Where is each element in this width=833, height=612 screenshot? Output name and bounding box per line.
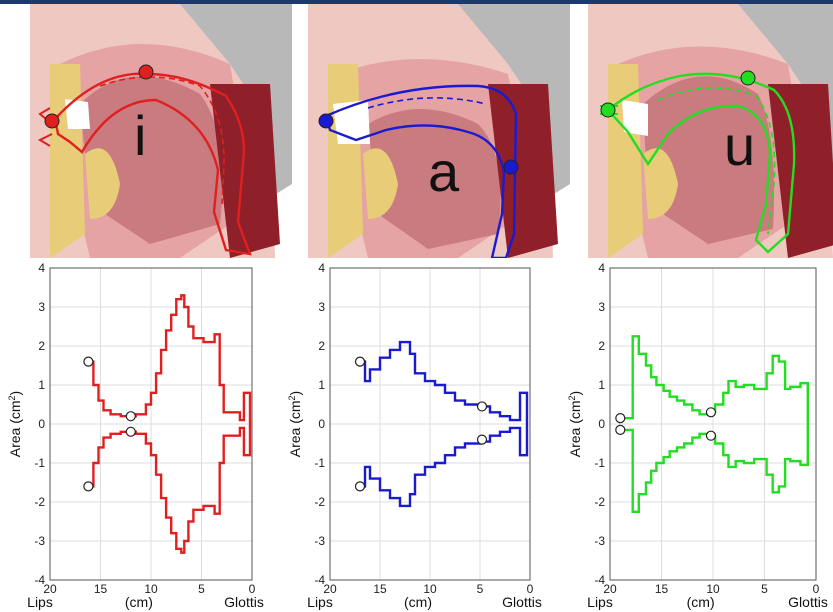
x-tick-label: 15 bbox=[373, 582, 387, 596]
y-tick-label: -1 bbox=[34, 456, 45, 470]
vocal-tract-panel-u: u bbox=[588, 4, 833, 258]
x-tick-label: 20 bbox=[323, 582, 337, 596]
y-tick-label: 0 bbox=[598, 417, 605, 431]
vocal-tract-panel-i: i bbox=[30, 4, 292, 258]
y-tick-label: 3 bbox=[318, 300, 325, 314]
y-tick-label: -2 bbox=[594, 495, 605, 509]
y-tick-label: 4 bbox=[38, 261, 45, 275]
vocal-tract-illustration-u bbox=[588, 4, 833, 258]
plot-frame bbox=[329, 267, 531, 581]
constriction-marker bbox=[615, 424, 626, 435]
y-tick-label: 2 bbox=[598, 339, 605, 353]
glottis-label: Glottis bbox=[224, 594, 264, 610]
y-axis-label: Area (cm2) bbox=[567, 391, 583, 457]
x-tick-label: 0 bbox=[527, 582, 534, 596]
y-tick-label: -1 bbox=[314, 456, 325, 470]
area-series-upper bbox=[360, 340, 529, 424]
constriction-marker bbox=[705, 407, 717, 418]
x-unit-label: (cm) bbox=[404, 594, 432, 610]
constriction-marker bbox=[354, 481, 366, 492]
vocal-tract-illustration-a bbox=[308, 4, 570, 258]
vowel-label-u: u bbox=[724, 114, 756, 177]
constriction-marker bbox=[615, 413, 626, 424]
x-tick-label: 5 bbox=[198, 582, 205, 596]
x-tick-label: 5 bbox=[477, 582, 484, 596]
x-unit-label: (cm) bbox=[125, 594, 153, 610]
lips-label: Lips bbox=[307, 594, 333, 610]
y-tick-label: 4 bbox=[598, 261, 605, 275]
x-tick-label: 20 bbox=[603, 582, 617, 596]
x-tick-label: 0 bbox=[249, 582, 256, 596]
glottis-label: Glottis bbox=[502, 594, 542, 610]
y-tick-label: -3 bbox=[34, 534, 45, 548]
plot-frame bbox=[49, 267, 253, 581]
y-tick-label: 2 bbox=[38, 339, 45, 353]
y-tick-label: -3 bbox=[594, 534, 605, 548]
x-tick-label: 10 bbox=[144, 582, 158, 596]
y-tick-label: -2 bbox=[34, 495, 45, 509]
constriction-marker bbox=[476, 401, 488, 412]
lips-label: Lips bbox=[587, 594, 613, 610]
constriction-marker bbox=[705, 430, 717, 441]
y-tick-label: 0 bbox=[318, 417, 325, 431]
y-tick-label: -4 bbox=[594, 573, 605, 587]
vocal-tract-illustration-i bbox=[30, 4, 292, 258]
y-tick-label: 2 bbox=[318, 339, 325, 353]
y-axis-label: Area (cm2) bbox=[287, 391, 303, 457]
constriction-marker bbox=[83, 481, 94, 492]
x-tick-label: 20 bbox=[43, 582, 57, 596]
vowel-label-i: i bbox=[134, 104, 147, 167]
y-tick-label: -4 bbox=[314, 573, 325, 587]
y-tick-label: 4 bbox=[318, 261, 325, 275]
x-tick-label: 15 bbox=[94, 582, 108, 596]
glottis-label: Glottis bbox=[788, 594, 828, 610]
x-tick-label: 10 bbox=[423, 582, 437, 596]
y-tick-label: 1 bbox=[318, 378, 325, 392]
x-tick-label: 5 bbox=[761, 582, 768, 596]
y-tick-label: 3 bbox=[38, 300, 45, 314]
y-tick-label: -3 bbox=[314, 534, 325, 548]
x-unit-label: (cm) bbox=[687, 594, 715, 610]
x-tick-label: 0 bbox=[813, 582, 820, 596]
x-tick-label: 10 bbox=[706, 582, 720, 596]
title-band bbox=[0, 0, 833, 4]
lips-label: Lips bbox=[27, 594, 53, 610]
constriction-marker bbox=[125, 426, 136, 437]
x-tick-label: 15 bbox=[655, 582, 669, 596]
y-axis-label: Area (cm2) bbox=[7, 391, 23, 457]
y-tick-label: 1 bbox=[38, 378, 45, 392]
y-tick-label: -2 bbox=[314, 495, 325, 509]
constriction-marker bbox=[125, 411, 136, 422]
plot-frame bbox=[609, 267, 817, 581]
constriction-marker bbox=[476, 434, 488, 445]
y-tick-label: -1 bbox=[594, 456, 605, 470]
y-tick-label: -4 bbox=[34, 573, 45, 587]
vocal-tract-panel-a: a bbox=[308, 4, 570, 258]
y-tick-label: 1 bbox=[598, 378, 605, 392]
vowel-label-a: a bbox=[428, 140, 460, 203]
y-tick-label: 3 bbox=[598, 300, 605, 314]
constriction-marker bbox=[354, 356, 366, 367]
area-series-lower bbox=[360, 424, 529, 508]
area-series-lower bbox=[88, 424, 252, 554]
constriction-marker bbox=[83, 356, 94, 367]
y-tick-label: 0 bbox=[38, 417, 45, 431]
area-series-upper bbox=[88, 294, 252, 424]
